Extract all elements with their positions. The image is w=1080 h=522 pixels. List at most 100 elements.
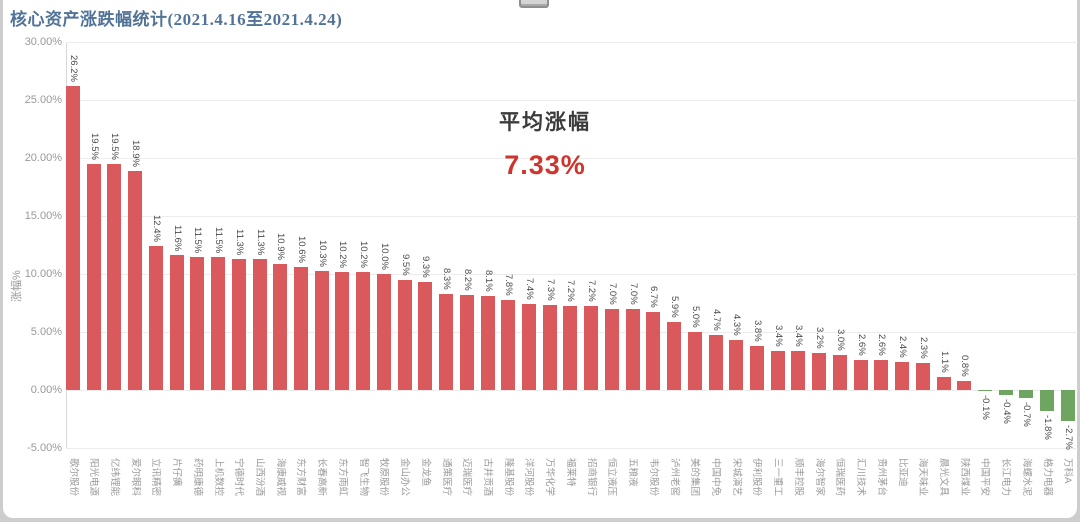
- bar-value-label: 26.2%: [68, 55, 79, 83]
- bar: [874, 359, 889, 390]
- bar: [459, 294, 474, 390]
- bar-value-label: 11.5%: [213, 226, 225, 253]
- bar: [667, 321, 682, 390]
- bar-category-label: 爱尔眼科: [129, 458, 141, 497]
- bar-value-label: 7.0%: [606, 282, 618, 305]
- bar-category-label: 招商银行: [585, 458, 597, 497]
- bar-category-label: 韦尔股份: [647, 458, 659, 497]
- bar-category-label: 三一重工: [772, 458, 784, 497]
- gridline: [66, 100, 1078, 101]
- bar-value-label: 10.3%: [316, 239, 328, 267]
- bar-value-label: -2.7%: [1062, 425, 1074, 451]
- bar-value-label: 2.6%: [876, 333, 888, 356]
- bar-category-label: 牧原股份: [378, 458, 390, 497]
- bar: [749, 345, 764, 390]
- bar-value-label: 10.2%: [358, 240, 370, 268]
- bar-value-label: 8.3%: [441, 267, 453, 290]
- gridline: [66, 448, 1078, 449]
- bar-category-label: 万华化学: [544, 458, 556, 497]
- y-tick-label: -5.00%: [27, 442, 62, 454]
- y-tick-label: 25.00%: [24, 94, 62, 106]
- bar: [791, 350, 806, 390]
- bar: [252, 258, 267, 390]
- bar: [521, 304, 536, 390]
- bar: [107, 163, 122, 390]
- bar-category-label: 晨光文具: [938, 458, 950, 497]
- bar-category-label: 药明康德: [191, 458, 203, 497]
- bar-category-label: 陕西煤业: [958, 458, 970, 497]
- bar-value-label: 8.2%: [461, 268, 473, 291]
- bar: [563, 306, 578, 390]
- y-tick-label: 10.00%: [24, 268, 62, 280]
- bar: [998, 390, 1013, 395]
- bar-category-label: 洋河股份: [523, 458, 535, 497]
- bar: [542, 305, 557, 390]
- bar-value-label: 10.9%: [275, 232, 287, 260]
- bar-category-label: 中国中免: [710, 458, 722, 497]
- y-tick-label: 0.00%: [30, 384, 62, 396]
- bar-category-label: 万科A: [1062, 458, 1074, 484]
- bar-value-label: 12.4%: [150, 215, 162, 243]
- bar: [273, 263, 288, 390]
- bar-value-label: 2.3%: [917, 337, 929, 359]
- bar: [812, 352, 827, 390]
- bar: [356, 271, 371, 390]
- bar-category-label: 汇川技术: [855, 458, 867, 497]
- bar-category-label: 海尔智家: [813, 458, 825, 497]
- bar-value-label: 2.4%: [897, 336, 909, 358]
- bar-category-label: 中国平安: [979, 458, 991, 497]
- bar-category-label: 金山办公: [399, 458, 411, 497]
- bar: [915, 363, 930, 390]
- bar-value-label: 7.3%: [544, 279, 556, 301]
- bar-category-label: 五粮液: [627, 458, 639, 487]
- bar-value-label: 19.5%: [88, 132, 100, 160]
- bar-value-label: 5.9%: [669, 295, 681, 318]
- bar-category-label: 福莱特: [564, 458, 576, 487]
- gridline: [66, 390, 1078, 391]
- bar: [977, 390, 992, 392]
- bar-category-label: 古井贡酒: [482, 458, 494, 497]
- bar-value-label: 9.5%: [399, 253, 411, 276]
- bar: [439, 293, 454, 390]
- bar-value-label: 1.1%: [938, 351, 950, 373]
- bar: [584, 306, 599, 390]
- bar-value-label: 3.8%: [751, 319, 763, 342]
- bar: [770, 350, 785, 390]
- bar-value-label: -0.4%: [1000, 398, 1012, 424]
- bar-category-label: 比亚迪: [896, 458, 908, 487]
- bar: [293, 267, 308, 390]
- bar: [169, 255, 184, 390]
- bar: [1060, 390, 1075, 422]
- gridline: [66, 274, 1078, 275]
- bar: [148, 246, 163, 390]
- bar: [936, 377, 951, 390]
- bar-value-label: 9.3%: [420, 256, 432, 278]
- bar-value-label: 6.7%: [648, 286, 660, 308]
- bar: [895, 362, 910, 390]
- y-tick-label: 20.00%: [24, 152, 62, 164]
- bar-value-label: 4.7%: [710, 309, 722, 332]
- bar: [646, 312, 661, 390]
- chart-title: 核心资产涨跌幅统计(2021.4.16至2021.4.24): [10, 10, 343, 29]
- bar-value-label: 7.4%: [523, 278, 535, 300]
- bar-value-label: 0.8%: [959, 354, 971, 377]
- y-tick-label: 5.00%: [30, 326, 62, 338]
- bar: [66, 86, 80, 390]
- clipped-gray-button-icon[interactable]: [519, 0, 549, 8]
- bar-value-label: 3.2%: [814, 326, 826, 349]
- bar: [397, 279, 412, 390]
- bar-value-label: 10.0%: [378, 243, 390, 270]
- bar-value-label: 3.4%: [772, 324, 784, 347]
- bar-category-label: 亿纬锂能: [108, 458, 120, 497]
- bar-category-label: 上机数控: [212, 458, 224, 497]
- gridline: [66, 158, 1078, 159]
- bar-category-label: 通策医疗: [440, 458, 452, 497]
- bar: [190, 256, 205, 390]
- bar: [211, 256, 226, 390]
- gridline: [66, 216, 1078, 217]
- bar-category-label: 片仔癀: [171, 458, 183, 487]
- bar-category-label: 长春高新: [316, 458, 328, 497]
- bar-value-label: 7.0%: [627, 282, 639, 305]
- bar-category-label: 立讯精密: [150, 458, 162, 497]
